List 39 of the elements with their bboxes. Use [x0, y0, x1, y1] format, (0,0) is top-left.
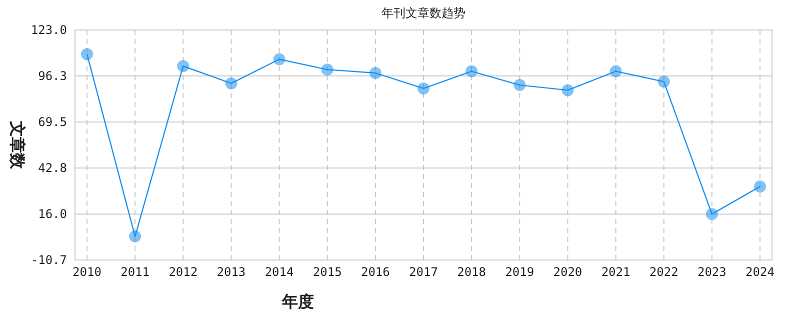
- point: [562, 84, 574, 96]
- x-tick-label: 2022: [649, 265, 678, 279]
- point: [321, 64, 334, 76]
- point: [418, 82, 430, 94]
- y-tick-label: 16.0: [38, 207, 67, 222]
- point: [225, 77, 238, 90]
- x-tick-label: 2023: [697, 265, 726, 279]
- point: [369, 67, 382, 80]
- point: [706, 208, 718, 220]
- point: [81, 48, 93, 60]
- x-tick-label: 2011: [120, 265, 150, 279]
- point: [610, 65, 622, 78]
- x-axis-title: 年度: [281, 292, 314, 311]
- x-tick-label: 2019: [505, 265, 534, 279]
- x-tick-label: 2013: [216, 265, 246, 279]
- point: [129, 230, 142, 242]
- x-tick-label: 2021: [601, 265, 630, 279]
- x-tick-label: 2016: [360, 265, 390, 279]
- x-tick-label: 2020: [553, 265, 582, 279]
- point: [273, 53, 286, 66]
- x-tick-label: 2015: [312, 265, 342, 279]
- y-tick-label: -10.7: [30, 253, 67, 267]
- y-tick-label: 123.0: [30, 23, 67, 37]
- y-tick-label: 96.3: [38, 68, 67, 83]
- chart-title: 年刊文章数趋势: [382, 6, 466, 20]
- y-axis-title: 文章数: [8, 120, 27, 170]
- point: [754, 180, 766, 193]
- x-tick-label: 2018: [457, 265, 486, 279]
- point: [658, 76, 670, 88]
- y-tick-label: 69.5: [38, 115, 67, 130]
- y-tick-label: 42.8: [38, 160, 67, 175]
- x-tick-label: 2010: [72, 265, 102, 279]
- x-tick-label: 2014: [264, 265, 294, 279]
- point: [514, 79, 526, 92]
- x-tick-label: 2017: [409, 265, 438, 279]
- point: [177, 60, 190, 72]
- x-tick-label: 2012: [168, 265, 198, 279]
- point: [466, 65, 478, 78]
- x-tick-label: 2024: [746, 265, 774, 279]
